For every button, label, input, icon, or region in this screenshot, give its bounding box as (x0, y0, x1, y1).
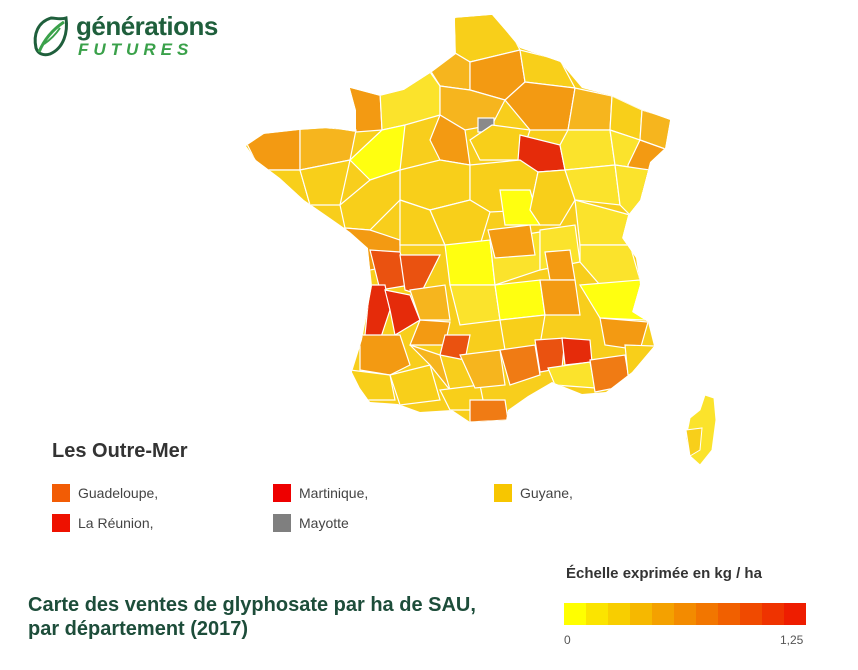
scale-max-label: 1,25 (780, 633, 804, 647)
scale-step-6 (696, 603, 718, 625)
martinique-label: Martinique, (299, 485, 369, 501)
scale-step-2 (608, 603, 630, 625)
guyane-swatch (494, 484, 512, 502)
la-reunion-swatch (52, 514, 70, 532)
la-reunion-label: La Réunion, (78, 515, 154, 531)
color-scale-legend: Échelle exprimée en kg / ha 0 1,25 (562, 565, 822, 655)
guyane-label: Guyane, (520, 485, 573, 501)
scale-step-4 (652, 603, 674, 625)
scale-min-label: 0 (564, 633, 571, 647)
martinique-swatch (273, 484, 291, 502)
scale-title: Échelle exprimée en kg / ha (566, 565, 762, 582)
caption-line1: Carte des ventes de glyphosate par ha de… (28, 594, 476, 616)
scale-step-1 (586, 603, 608, 625)
scale-bar (564, 603, 806, 625)
generations-futures-logo: générations FUTURES (30, 12, 240, 62)
corsica (685, 394, 717, 466)
scale-step-9 (762, 603, 784, 625)
guadeloupe-swatch (52, 484, 70, 502)
mayotte-label: Mayotte (299, 515, 349, 531)
outremer-title: Les Outre-Mer (52, 440, 188, 462)
mayotte-swatch (273, 514, 291, 532)
outremer-legend: Les Outre-Mer Guadeloupe, Martinique, Gu… (52, 436, 612, 546)
map-caption: Carte des ventes de glyphosate par ha de… (28, 593, 528, 641)
scale-step-7 (718, 603, 740, 625)
logo-line1: générations (76, 11, 218, 41)
caption-line2: par département (2017) (28, 618, 249, 640)
logo-line2: FUTURES (78, 40, 194, 59)
france-departments (246, 15, 670, 422)
scale-step-8 (740, 603, 762, 625)
scale-step-0 (564, 603, 586, 625)
scale-step-10 (784, 603, 806, 625)
leaf-icon (33, 16, 68, 57)
guadeloupe-label: Guadeloupe, (78, 485, 159, 501)
scale-step-3 (630, 603, 652, 625)
scale-step-5 (674, 603, 696, 625)
france-choropleth-map (246, 15, 717, 466)
